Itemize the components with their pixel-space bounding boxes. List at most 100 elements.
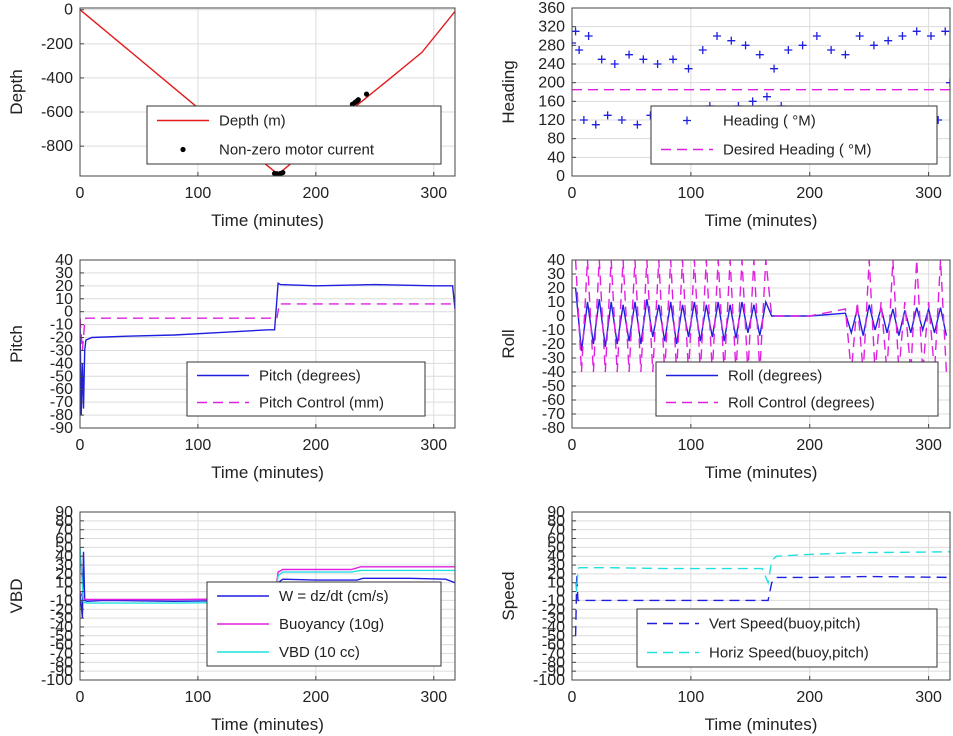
data-point bbox=[579, 116, 588, 124]
y-tick-label: -90 bbox=[542, 663, 565, 680]
legend-label: Vert Speed(buoy,pitch) bbox=[709, 616, 860, 633]
legend: Pitch (degrees) Pitch Control (mm) bbox=[186, 361, 426, 417]
y-tick-label: 320 bbox=[538, 19, 565, 36]
y-tick-label: -10 bbox=[542, 592, 565, 609]
legend-box bbox=[655, 361, 939, 417]
data-point bbox=[633, 120, 642, 129]
y-axis-label: Roll bbox=[499, 329, 518, 358]
y-tick-label: -10 bbox=[50, 592, 73, 609]
y-tick-label: 40 bbox=[55, 252, 73, 269]
y-tick-label: 280 bbox=[538, 37, 565, 54]
data-point bbox=[575, 46, 584, 54]
data-point bbox=[784, 46, 793, 54]
legend-label: Buoyancy (10g) bbox=[279, 616, 384, 633]
y-tick-label: -50 bbox=[542, 628, 565, 645]
y-tick-label: -80 bbox=[542, 420, 565, 437]
legend-box bbox=[146, 105, 442, 165]
legend-label: Roll Control (degrees) bbox=[728, 395, 875, 412]
y-tick-label: -20 bbox=[542, 601, 565, 618]
y-tick-label: -80 bbox=[542, 654, 565, 671]
data-point bbox=[363, 91, 370, 97]
y-tick-label: 90 bbox=[55, 504, 73, 521]
chart-vbd: 0 100 200 3009080706050403020100-10-20-30-4… bbox=[7, 504, 456, 734]
x-tick-label: 0 bbox=[76, 437, 85, 454]
series-group bbox=[80, 282, 455, 416]
y-tick-label: -80 bbox=[50, 654, 73, 671]
y-tick-label: -90 bbox=[50, 663, 73, 680]
y-tick-label: 0 bbox=[556, 168, 565, 185]
legend-label: W = dz/dt (cm/s) bbox=[279, 588, 389, 605]
legend-swatch bbox=[180, 146, 186, 153]
data-point bbox=[741, 41, 750, 50]
legend-label: Non-zero motor current bbox=[219, 142, 375, 159]
data-point bbox=[698, 46, 707, 54]
y-tick-label: 70 bbox=[55, 522, 73, 539]
legend: Vert Speed(buoy,pitch) Horiz Speed(buoy,p… bbox=[636, 608, 938, 668]
y-tick-label: -60 bbox=[542, 637, 565, 654]
chart-depth: 0 100 200 300 0 -200 -400 -600 -800 Time (minutes… bbox=[7, 2, 456, 230]
y-tick-label: -800 bbox=[41, 138, 73, 155]
x-tick-label: 100 bbox=[678, 185, 705, 202]
y-tick-label: 50 bbox=[547, 539, 565, 556]
y-tick-label: -70 bbox=[542, 406, 565, 423]
data-point bbox=[572, 27, 580, 36]
y-tick-label: -70 bbox=[542, 645, 565, 662]
y-tick-label: 10 bbox=[55, 575, 73, 592]
y-tick-label: 0 bbox=[556, 308, 565, 325]
y-axis-label: Heading bbox=[499, 60, 518, 123]
x-axis-label: Time (minutes) bbox=[211, 715, 324, 734]
y-tick-label: 10 bbox=[547, 294, 565, 311]
data-point bbox=[898, 32, 907, 40]
y-tick-label: 0 bbox=[64, 584, 73, 601]
data-point bbox=[713, 32, 722, 40]
y-tick-label: -70 bbox=[50, 394, 73, 411]
legend: Depth (m) Non-zero motor current bbox=[146, 105, 442, 165]
x-tick-label: 300 bbox=[420, 689, 447, 706]
y-tick-label: -400 bbox=[41, 70, 73, 87]
y-tick-label: 90 bbox=[547, 504, 565, 521]
legend-box bbox=[650, 105, 938, 165]
data-point bbox=[597, 55, 606, 64]
x-axis-label: Time (minutes) bbox=[705, 715, 818, 734]
y-tick-label: -20 bbox=[50, 601, 73, 618]
data-point bbox=[946, 78, 950, 87]
x-tick-label: 100 bbox=[678, 689, 705, 706]
y-tick-label: -600 bbox=[41, 104, 73, 121]
y-tick-label: -50 bbox=[50, 368, 73, 385]
x-tick-label: 0 bbox=[568, 185, 577, 202]
data-point bbox=[584, 32, 593, 40]
x-tick-label: 300 bbox=[915, 437, 942, 454]
y-tick-label: 0 bbox=[64, 2, 73, 19]
y-tick-label: 40 bbox=[547, 252, 565, 269]
y-tick-label: -20 bbox=[50, 330, 73, 347]
axes-frame bbox=[79, 7, 456, 177]
x-tick-label: 300 bbox=[420, 185, 447, 202]
y-tick-label: 60 bbox=[547, 531, 565, 548]
x-tick-label: 200 bbox=[302, 185, 329, 202]
data-point bbox=[625, 50, 634, 59]
x-tick-label: 300 bbox=[420, 437, 447, 454]
series-group bbox=[574, 260, 948, 373]
data-point bbox=[855, 32, 864, 40]
y-tick-label: -100 bbox=[41, 672, 73, 689]
y-tick-label: 80 bbox=[547, 131, 565, 148]
y-tick-label: -20 bbox=[542, 336, 565, 353]
y-tick-label: 360 bbox=[538, 0, 565, 17]
data-point bbox=[591, 120, 600, 129]
y-tick-label: 240 bbox=[538, 56, 565, 73]
y-tick-label: 160 bbox=[538, 93, 565, 110]
y-tick-label: 10 bbox=[547, 575, 565, 592]
legend-box bbox=[186, 361, 426, 417]
data-point bbox=[841, 50, 850, 59]
y-tick-label: -100 bbox=[533, 672, 565, 689]
x-axis-label: Time (minutes) bbox=[211, 463, 324, 482]
data-point bbox=[912, 27, 921, 36]
y-tick-label: 0 bbox=[556, 584, 565, 601]
x-tick-label: 300 bbox=[915, 689, 942, 706]
y-tick-label: 80 bbox=[55, 513, 73, 530]
y-tick-label: 60 bbox=[55, 531, 73, 548]
data-point bbox=[812, 32, 821, 40]
y-tick-label: 40 bbox=[547, 149, 565, 166]
data-point bbox=[941, 27, 950, 36]
data-point bbox=[748, 97, 757, 106]
